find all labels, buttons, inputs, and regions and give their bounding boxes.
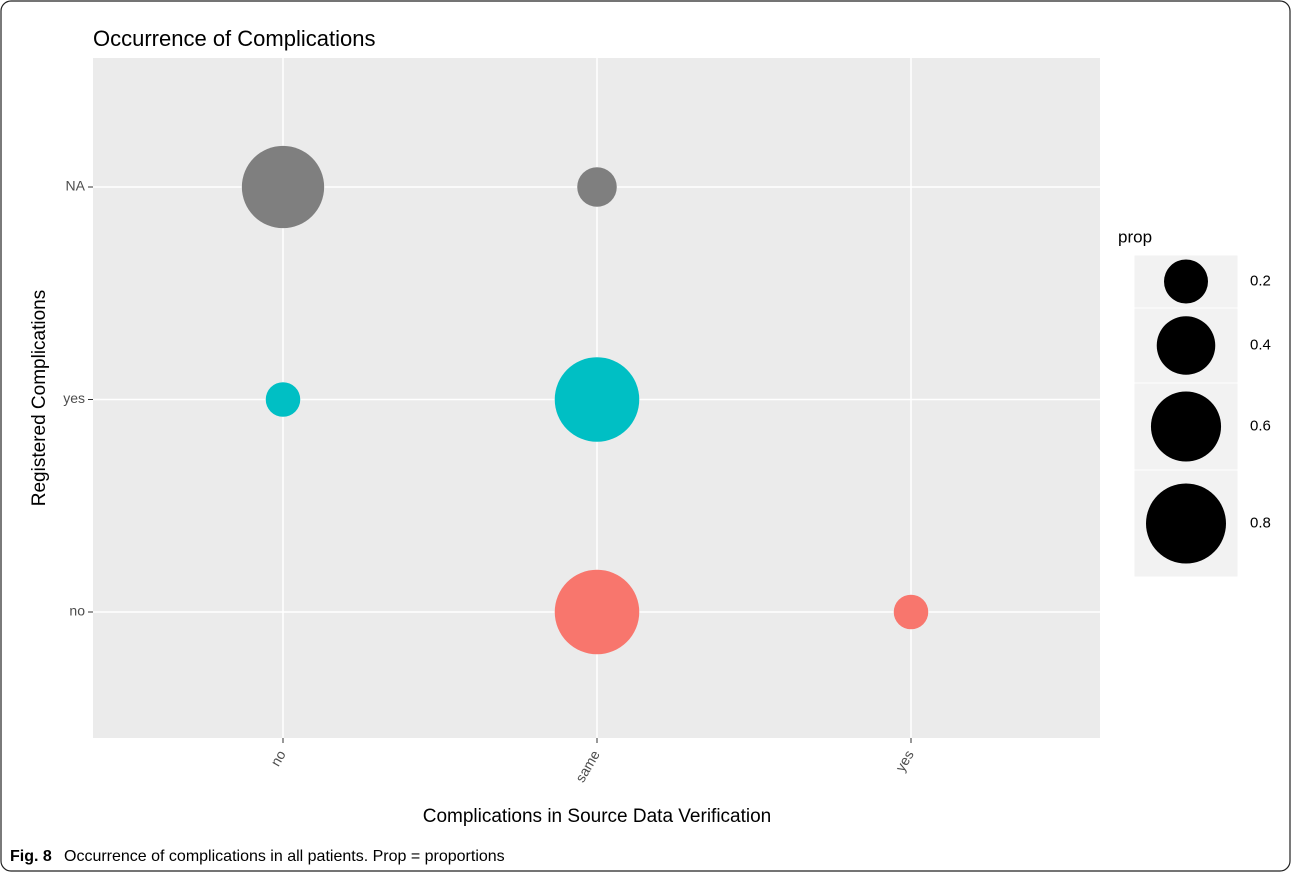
y-tick-label: no	[69, 603, 85, 619]
x-tick-label: no	[267, 747, 289, 769]
y-tick-label: NA	[66, 178, 86, 194]
chart-title: Occurrence of Complications	[93, 26, 375, 51]
caption: Occurrence of complications in all patie…	[64, 848, 505, 865]
legend-label: 0.4	[1250, 336, 1271, 353]
bubble	[893, 594, 929, 630]
caption-label: Fig. 8	[10, 848, 52, 865]
bubble	[265, 382, 301, 417]
legend-bubble	[1156, 316, 1216, 375]
legend-bubble	[1146, 483, 1226, 564]
bubble	[577, 167, 617, 207]
x-axis-label: Complications in Source Data Verificatio…	[423, 806, 772, 827]
legend-label: 0.6	[1250, 417, 1271, 434]
y-tick-label: yes	[63, 390, 85, 406]
legend-title: prop	[1118, 227, 1152, 246]
legend-label: 0.2	[1250, 272, 1271, 289]
bubble	[554, 357, 640, 442]
bubble	[554, 569, 640, 655]
bubble	[241, 145, 325, 229]
y-axis-label: Registered Complications	[29, 290, 50, 507]
legend-label: 0.8	[1250, 514, 1271, 531]
legend-bubble	[1150, 391, 1222, 462]
legend-bubble	[1164, 259, 1208, 304]
